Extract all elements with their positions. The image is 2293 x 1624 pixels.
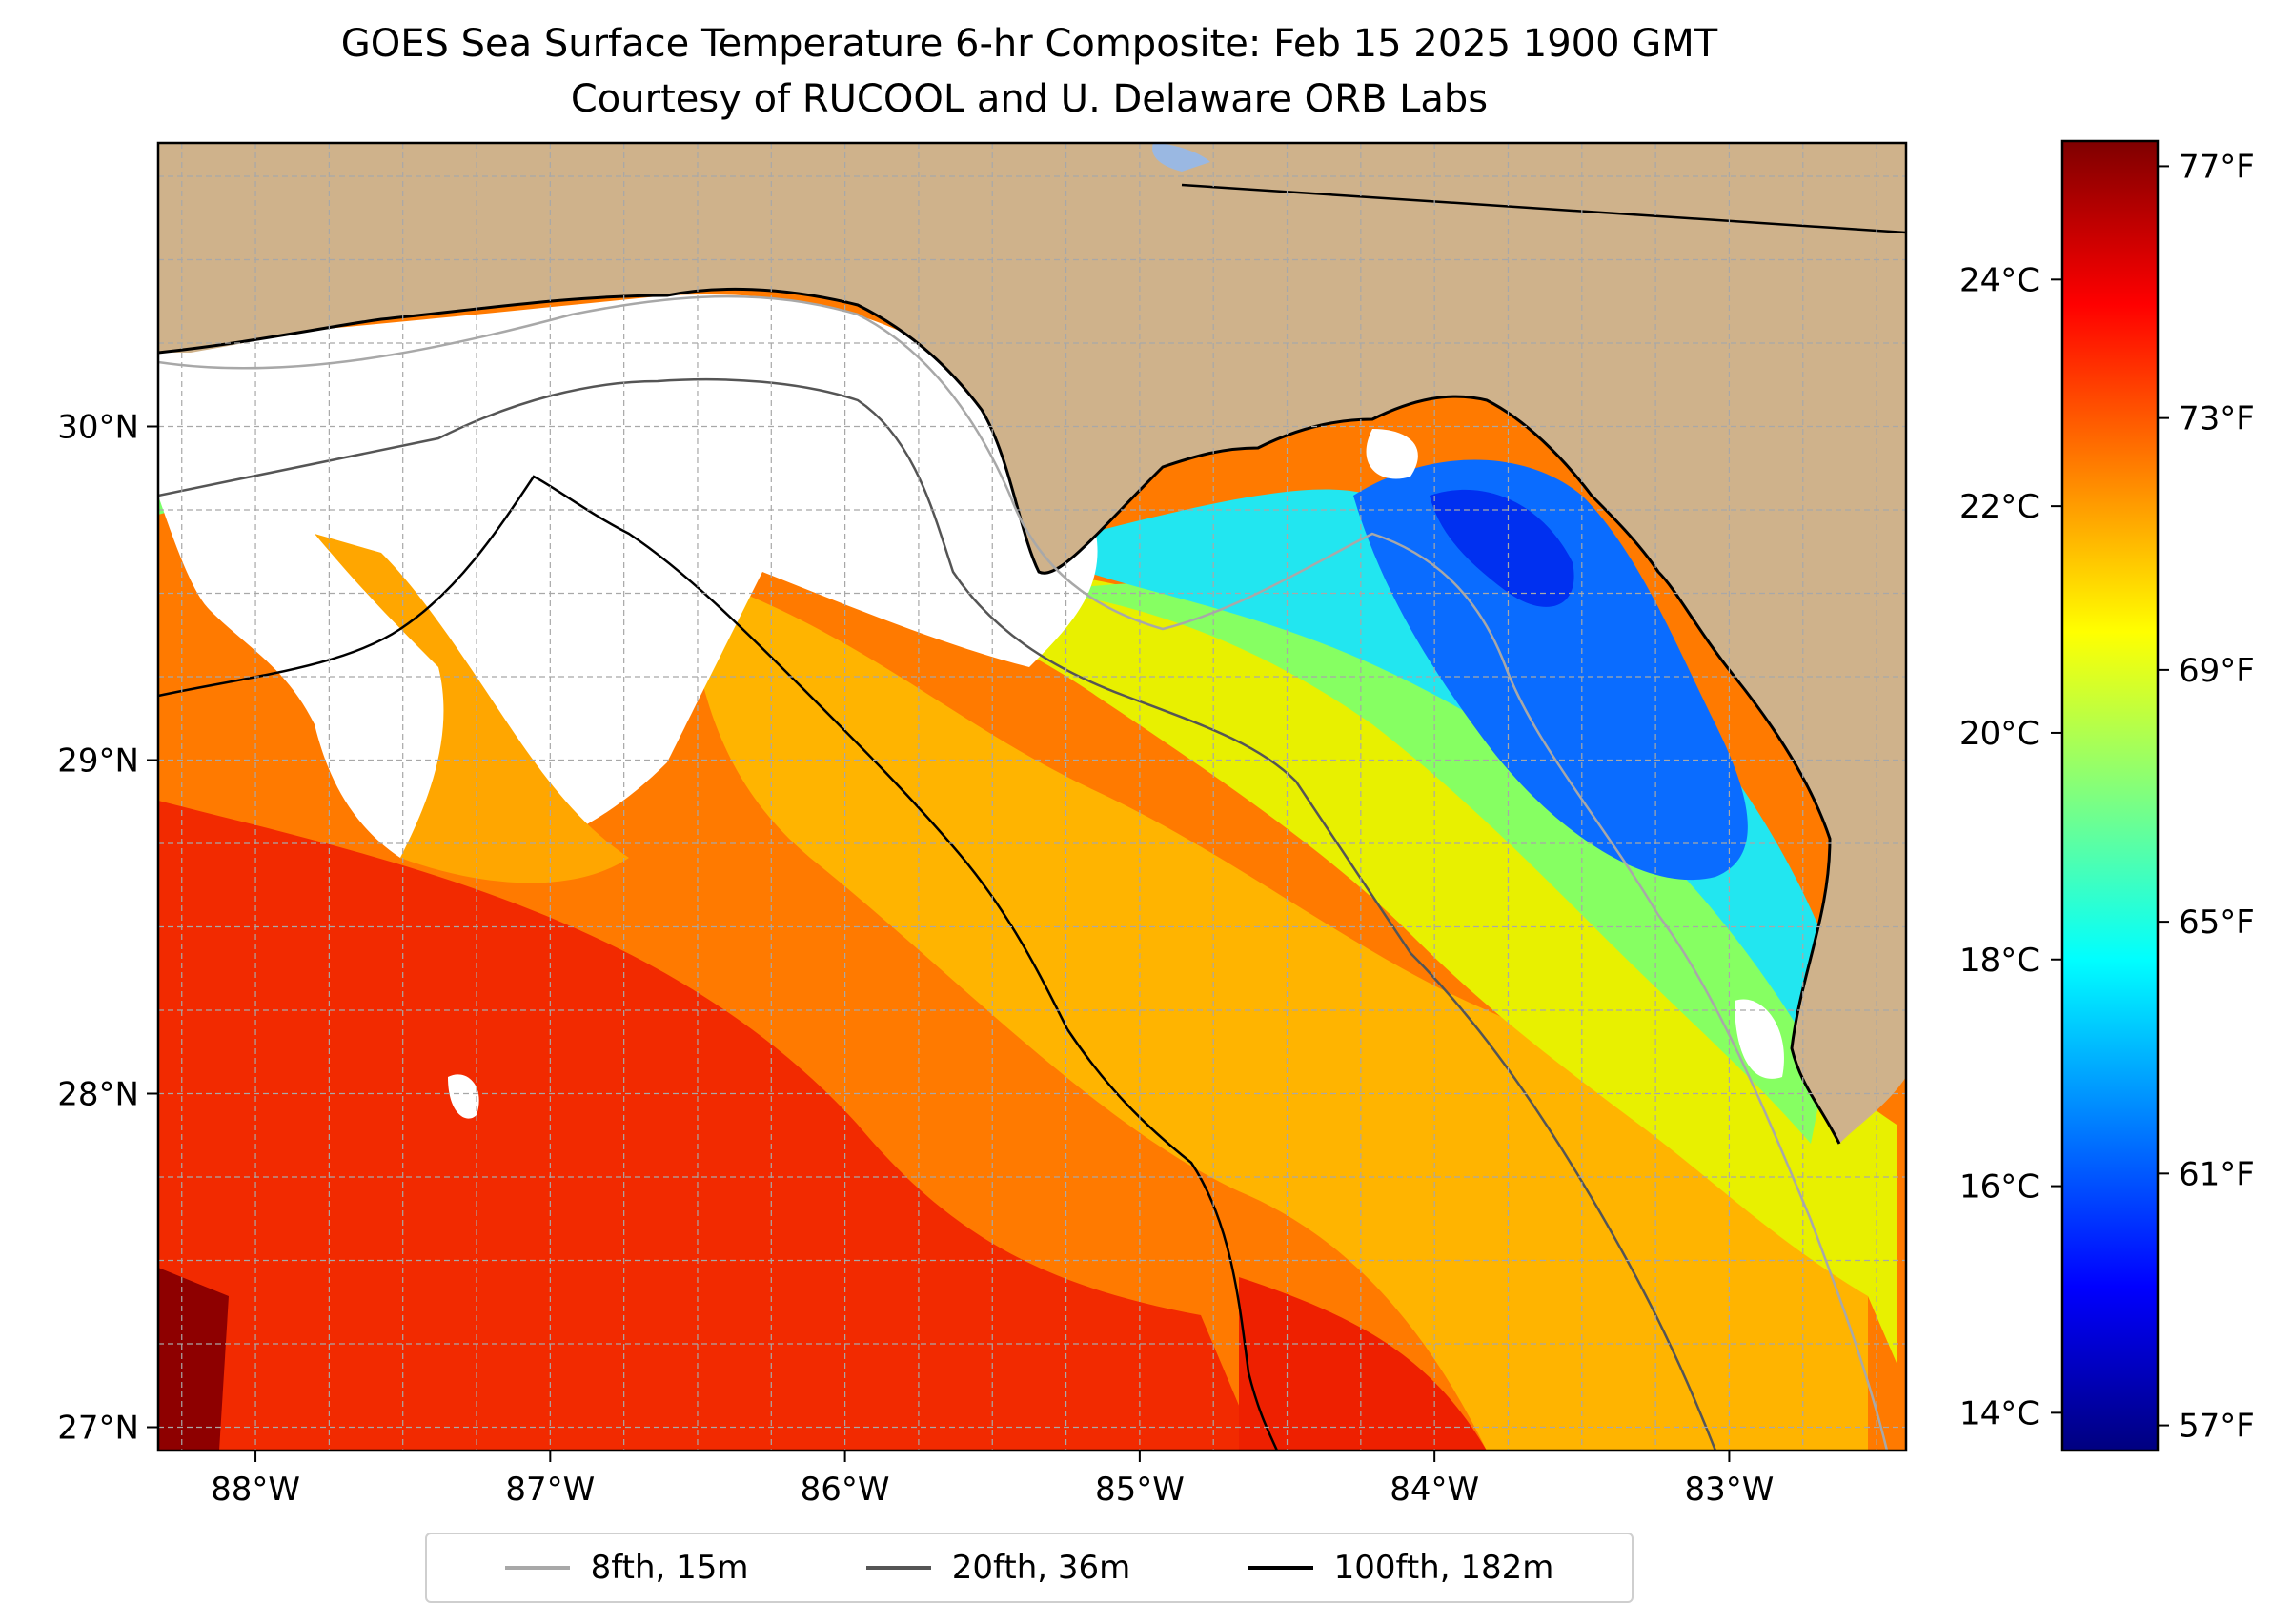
sst-coldest-core	[1430, 489, 1574, 607]
legend-label-15m: 8fth, 15m	[590, 1549, 749, 1587]
legend-line-15m	[504, 1566, 570, 1570]
c-tick-label: 14°C	[1959, 1394, 2039, 1432]
cloud-mask-coast	[1735, 999, 1784, 1079]
colorbar-celsius-axis: 14°C 16°C 18°C 20°C 22°C 24°C	[1959, 261, 2062, 1432]
f-tick-label: 61°F	[2179, 1155, 2255, 1193]
colorbar-fahrenheit-axis: 57°F 61°F 65°F 69°F 73°F 77°F	[2158, 148, 2255, 1446]
lon-tick-label: 84°W	[1390, 1471, 1479, 1509]
legend-item-15m: 8fth, 15m	[504, 1549, 749, 1587]
lon-tick-label: 88°W	[211, 1471, 300, 1509]
cloud-mask-east	[1366, 429, 1418, 479]
legend-line-182m	[1248, 1566, 1313, 1570]
lon-tick-label: 86°W	[801, 1471, 890, 1509]
map-panel	[158, 143, 1906, 1451]
sst-orange-band	[686, 572, 1868, 1451]
legend-line-36m	[865, 1566, 931, 1570]
c-tick-label: 22°C	[1959, 488, 2039, 526]
map-gridlines	[158, 143, 1906, 1451]
f-tick-label: 73°F	[2179, 400, 2255, 438]
c-tick-label: 16°C	[1959, 1168, 2039, 1207]
c-tick-label: 18°C	[1959, 942, 2039, 980]
contour-15m	[158, 294, 1889, 1451]
lat-tick-label: 29°N	[57, 742, 139, 781]
f-tick-label: 65°F	[2179, 903, 2255, 942]
colorbar	[2060, 139, 2160, 1452]
sst-cold-pool	[1353, 459, 1748, 881]
legend-item-36m: 20fth, 36m	[865, 1549, 1131, 1587]
figure-subtitle: Courtesy of RUCOOL and U. Delaware ORB L…	[570, 77, 1489, 121]
f-tick-label: 77°F	[2179, 148, 2255, 186]
map-frame	[156, 141, 1908, 1452]
legend-item-182m: 100fth, 182m	[1248, 1549, 1554, 1587]
legend-label-36m: 20fth, 36m	[951, 1549, 1131, 1587]
contour-182m	[158, 475, 1279, 1451]
cloud-mask-main	[158, 294, 1098, 863]
longitude-axis: 88°W 87°W 86°W 85°W 84°W 83°W	[211, 1451, 1774, 1509]
depth-contour-legend: 8fth, 15m 20fth, 36m 100fth, 182m	[425, 1533, 1634, 1603]
figure-title: GOES Sea Surface Temperature 6-hr Compos…	[340, 22, 1718, 66]
lat-tick-label: 30°N	[57, 409, 139, 447]
land-mass	[158, 143, 1906, 1144]
contour-36m	[158, 377, 1717, 1451]
latitude-axis: 27°N 28°N 29°N 30°N	[57, 409, 158, 1448]
lon-tick-label: 83°W	[1684, 1471, 1774, 1509]
c-tick-label: 20°C	[1959, 715, 2039, 753]
lat-tick-label: 27°N	[57, 1410, 139, 1448]
f-tick-label: 57°F	[2179, 1408, 2255, 1446]
c-tick-label: 24°C	[1959, 261, 2039, 299]
cloud-mask-spot	[448, 1074, 479, 1119]
sst-hot-zone	[158, 1268, 229, 1451]
sst-warm-zone-east	[1239, 1277, 1487, 1451]
state-border	[1181, 183, 1906, 234]
f-tick-label: 69°F	[2179, 652, 2255, 690]
lat-tick-label: 28°N	[57, 1076, 139, 1114]
lake-icon	[1152, 143, 1210, 172]
sst-warm-zone	[158, 801, 1258, 1451]
lon-tick-label: 87°W	[505, 1471, 595, 1509]
lon-tick-label: 85°W	[1095, 1471, 1185, 1509]
legend-label-182m: 100fth, 182m	[1333, 1549, 1554, 1587]
